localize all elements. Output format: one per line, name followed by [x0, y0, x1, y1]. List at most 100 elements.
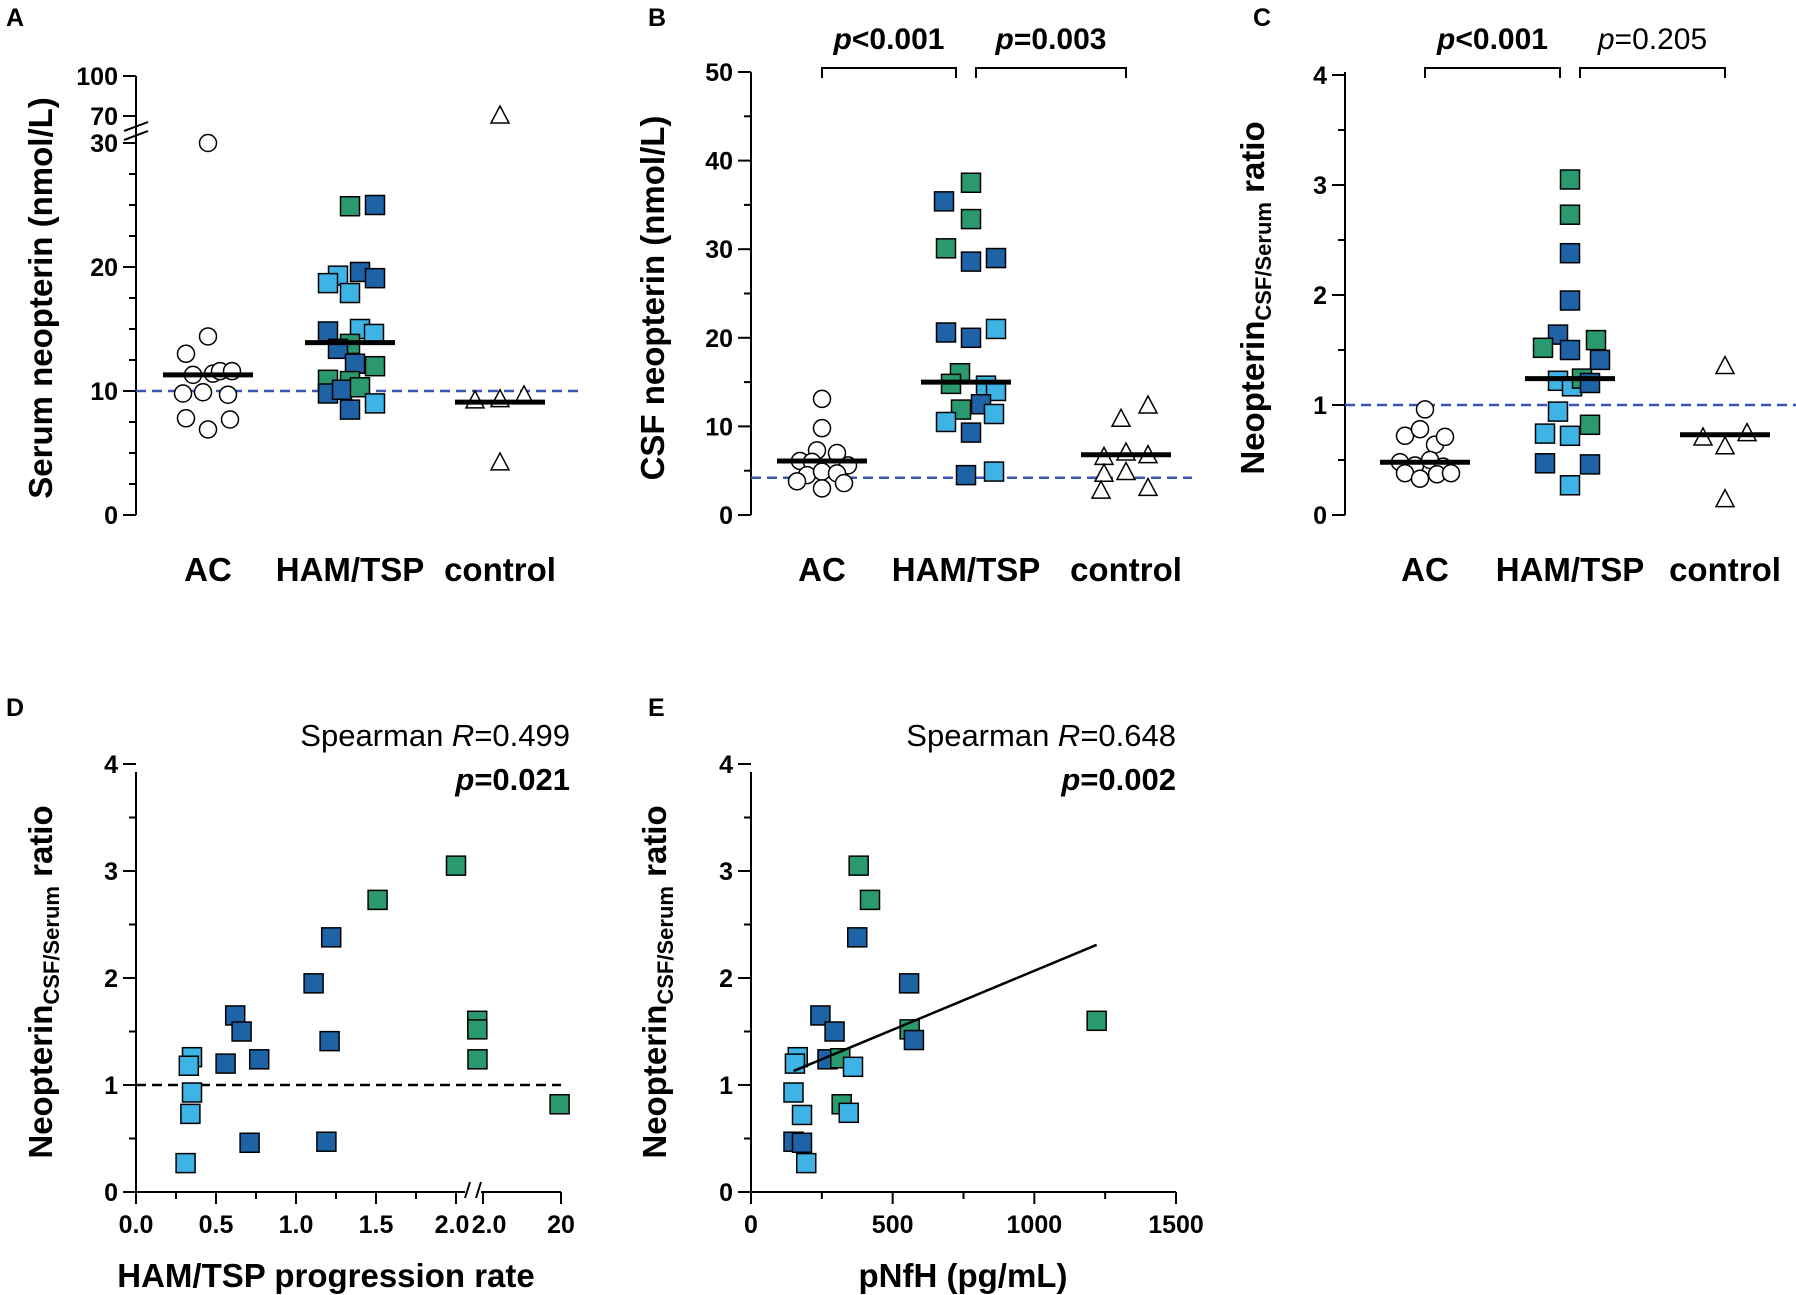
ham-tsp-point: [985, 247, 1007, 269]
ac-point: [1410, 469, 1430, 488]
panel-c-chart: 0 1 2 3 4 AC HAM/TSP control NeopterinCSF/Serum …: [1234, 23, 1796, 588]
y-tick-label: 1: [104, 1072, 118, 1100]
control-point: [1115, 441, 1137, 461]
data-point: [178, 1055, 200, 1076]
ham-tsp-point: [960, 327, 982, 349]
ham-tsp-point: [1579, 414, 1601, 436]
y-tick-label: 2: [719, 965, 733, 993]
y-tick-label: 100: [76, 63, 118, 91]
data-point: [783, 1082, 804, 1103]
category-label: AC: [184, 551, 232, 588]
ham-tsp-point: [935, 322, 957, 343]
ham-tsp-point: [955, 464, 977, 486]
data-point: [248, 1049, 270, 1070]
y-tick-label: 3: [719, 858, 733, 886]
y-tick-label: 0: [1313, 502, 1327, 530]
spearman-r: Spearman R=0.648: [906, 718, 1176, 753]
ham-tsp-point: [317, 321, 339, 342]
category-label: AC: [798, 551, 846, 588]
data-point: [320, 927, 342, 948]
control-point: [1090, 479, 1112, 499]
x-tick-label: 1500: [1148, 1211, 1204, 1239]
category-label: control: [1669, 551, 1781, 588]
data-point: [824, 1021, 845, 1042]
data-point: [848, 855, 869, 876]
x-tick-label: 1.0: [279, 1211, 314, 1239]
y-tick-label: 0: [719, 502, 733, 530]
panel-letter-b: B: [648, 4, 666, 32]
spearman-p: p=0.002: [1060, 762, 1176, 797]
ham-tsp-point: [1589, 349, 1611, 371]
y-axis-label: NeopterinCSF/Serum ratio: [1234, 121, 1276, 474]
ham-tsp-point: [1559, 290, 1581, 311]
y-tick-label: 4: [104, 751, 118, 779]
ham-tsp-point: [1559, 204, 1581, 225]
ac-point: [1395, 426, 1415, 446]
data-point: [549, 1094, 570, 1115]
ham-tsp-point: [349, 377, 371, 398]
ac-point: [787, 472, 807, 491]
data-point: [791, 1104, 813, 1126]
y-tick-label: 0: [104, 1179, 118, 1207]
y-tick-label: 30: [90, 130, 118, 158]
x-tick-label: 20: [547, 1211, 575, 1239]
x-tick-label: 2.0: [472, 1211, 507, 1239]
ac-point: [176, 409, 196, 428]
y-tick-label: 20: [705, 325, 733, 353]
ac-point: [176, 344, 196, 364]
ac-point: [173, 384, 193, 403]
ham-tsp-point: [364, 267, 386, 289]
category-label: HAM/TSP: [276, 551, 425, 588]
y-tick-label: 0: [719, 1179, 733, 1207]
ham-tsp-point: [935, 238, 957, 259]
ac-point: [834, 473, 854, 493]
control-point: [489, 104, 511, 124]
control-point: [1736, 421, 1758, 442]
ac-point: [812, 479, 832, 498]
y-tick-label: 70: [90, 103, 118, 131]
ham-tsp-point: [317, 272, 339, 294]
ham-tsp-point: [1585, 329, 1607, 351]
data-point: [842, 1056, 864, 1078]
category-label: HAM/TSP: [892, 551, 1041, 588]
y-tick-label: 2: [1313, 282, 1327, 310]
regression-line: [793, 943, 1098, 1073]
control-point: [1714, 435, 1736, 455]
y-tick-label: 40: [705, 148, 733, 176]
control-point: [1093, 462, 1115, 482]
y-tick-label: 1: [719, 1072, 733, 1100]
x-tick-label: 0.0: [119, 1211, 154, 1239]
ac-point: [220, 410, 240, 429]
data-point: [231, 1021, 252, 1042]
ham-tsp-point: [1559, 475, 1581, 496]
x-tick-label: 1000: [1007, 1211, 1063, 1239]
ham-tsp-point: [1559, 425, 1581, 447]
ham-tsp-point: [1534, 423, 1556, 444]
ham-tsp-point: [983, 403, 1005, 425]
ham-tsp-point: [960, 422, 982, 443]
y-tick-label: 3: [104, 858, 118, 886]
axis-break-mark: [123, 121, 149, 132]
comparison-bracket: [1424, 67, 1561, 78]
data-point: [316, 1131, 337, 1152]
y-tick-label: 4: [1313, 62, 1327, 90]
y-tick-label: 2: [104, 965, 118, 993]
axis-break-mark: [123, 130, 149, 141]
ham-tsp-point: [1547, 401, 1569, 422]
ham-tsp-point: [983, 461, 1005, 482]
comparison-bracket: [975, 67, 1127, 78]
x-axis-label: HAM/TSP progression rate: [117, 1257, 534, 1294]
ham-tsp-point: [364, 393, 386, 414]
data-point: [791, 1132, 813, 1154]
ac-point: [198, 327, 218, 346]
data-point: [175, 1152, 196, 1174]
y-tick-label: 50: [705, 59, 733, 87]
control-point: [1137, 394, 1159, 414]
ham-tsp-point: [1534, 453, 1556, 474]
y-tick-label: 10: [90, 378, 118, 406]
data-point: [847, 927, 868, 948]
data-point: [903, 1029, 925, 1051]
x-tick-label: 500: [872, 1211, 914, 1239]
